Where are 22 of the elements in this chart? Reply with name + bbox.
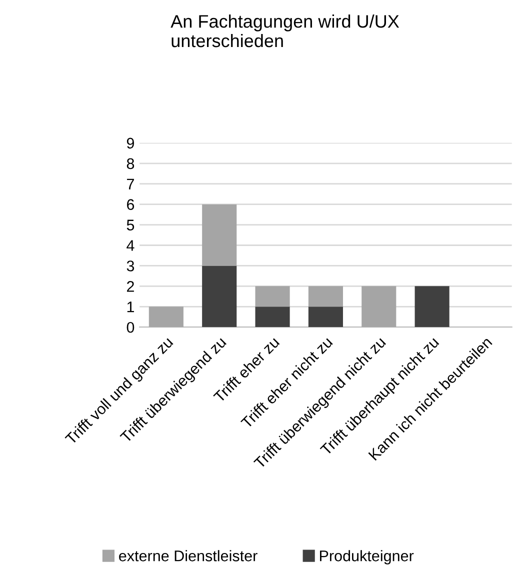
y-tick-label: 9 bbox=[126, 138, 134, 149]
y-tick-label: 5 bbox=[126, 220, 134, 230]
bar bbox=[414, 286, 450, 328]
y-tick-label: 2 bbox=[127, 281, 134, 292]
y-tick-label: 3 bbox=[126, 260, 134, 272]
y-tick-label: 6 bbox=[127, 199, 134, 210]
bar bbox=[255, 286, 290, 307]
chart-title: An Fachtagungen wird U/UX unterschieden bbox=[170, 14, 400, 48]
y-tick-label: 8 bbox=[126, 158, 134, 170]
bar bbox=[362, 286, 396, 328]
y-tick-label: 0 bbox=[126, 322, 134, 333]
y-tick-label: 7 bbox=[127, 178, 134, 190]
bar bbox=[308, 306, 343, 328]
y-tick-label: 4 bbox=[126, 240, 134, 251]
legend-label: Produkteigner bbox=[320, 550, 414, 564]
bar bbox=[202, 204, 237, 266]
bar bbox=[148, 306, 184, 328]
y-tick-label: 1 bbox=[127, 302, 134, 312]
bar bbox=[255, 306, 290, 328]
legend-label: externe Dienstleister bbox=[119, 550, 258, 562]
bar bbox=[202, 266, 237, 328]
bar bbox=[308, 286, 343, 307]
